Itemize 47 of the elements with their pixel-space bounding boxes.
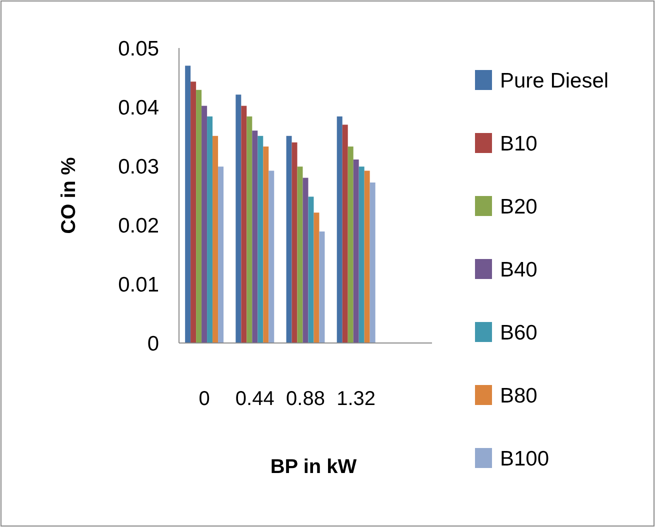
- bar: [212, 136, 218, 343]
- y-tick-label: 0.04: [118, 96, 160, 120]
- y-tick-label: 0.02: [118, 214, 159, 238]
- bar: [302, 178, 308, 343]
- x-tick-label: 1.32: [336, 388, 376, 410]
- legend-label: B80: [500, 384, 538, 408]
- y-tick-label: 0.05: [118, 37, 159, 60]
- bar: [286, 136, 292, 343]
- legend-label: B10: [500, 132, 538, 156]
- bar: [348, 146, 354, 343]
- bar: [353, 160, 359, 343]
- y-axis-title: CO in %: [58, 156, 80, 234]
- bar: [297, 166, 303, 343]
- bar: [190, 82, 196, 343]
- bar: [314, 212, 320, 343]
- bar: [196, 90, 202, 343]
- bar: [207, 116, 213, 343]
- bar: [358, 166, 364, 343]
- bar: [342, 124, 348, 343]
- bar: [263, 146, 269, 343]
- bar: [202, 106, 208, 343]
- y-tick-label: 0.03: [118, 155, 159, 178]
- x-tick-label: 0: [198, 388, 210, 410]
- bar: [241, 106, 247, 343]
- bar: [364, 170, 370, 343]
- x-tick-label: 0.88: [286, 388, 325, 410]
- legend-label: B60: [500, 321, 538, 344]
- bar: [370, 182, 376, 343]
- bar: [258, 136, 264, 343]
- legend-label: Pure Diesel: [500, 69, 609, 92]
- bar: [218, 166, 224, 343]
- bar: [268, 170, 274, 343]
- legend-label: B20: [500, 195, 538, 218]
- y-tick-label: 0.01: [118, 273, 159, 296]
- bar: [308, 196, 314, 343]
- bar: [336, 116, 342, 343]
- bar: [236, 94, 242, 343]
- legend-label: B100: [500, 447, 550, 470]
- bar: [246, 116, 252, 343]
- y-tick-label: 0: [147, 332, 159, 356]
- legend-label: B40: [500, 258, 538, 282]
- bar: [185, 66, 191, 343]
- x-tick-label: 0.44: [235, 388, 274, 410]
- bar: [252, 130, 258, 343]
- bar: [319, 231, 325, 343]
- x-axis-title: BP in kW: [270, 456, 357, 478]
- bar: [292, 142, 298, 343]
